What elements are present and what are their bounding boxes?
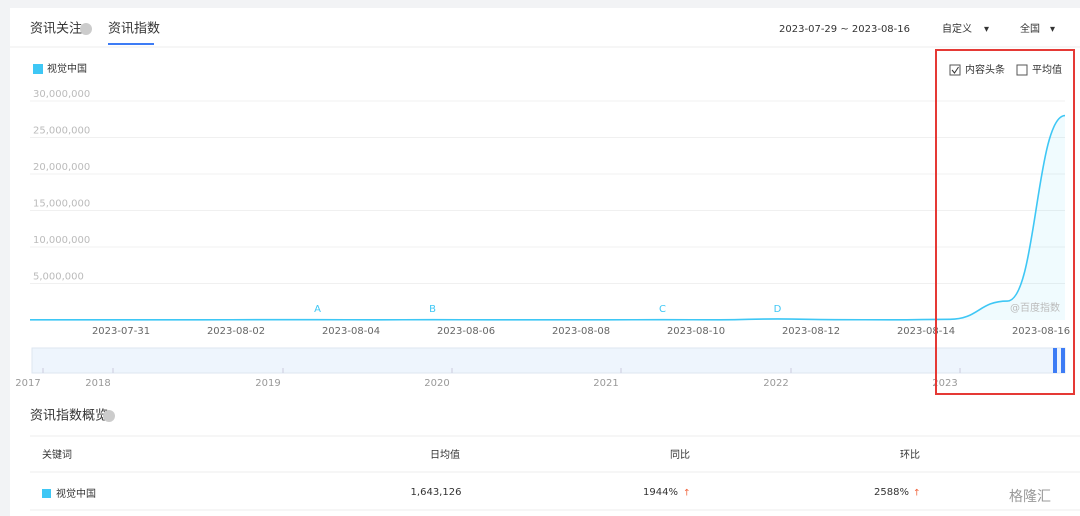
filter[interactable]: 自定义 <box>942 22 972 35</box>
tab-underline <box>108 43 154 45</box>
timeline: 2017 2018 2019 2020 2021 2022 2023 <box>15 368 961 389</box>
chart: 视觉中国 5,000,000 10,000,000 15,000,000 20,000,… <box>30 62 1070 337</box>
legend-swatch <box>33 64 43 74</box>
cell: 1,643,126 <box>411 487 462 498</box>
x-tick-label: 2023-08-10 <box>667 326 725 337</box>
date-range[interactable]: 2023-07-29 ~ 2023-08-16 <box>779 24 910 35</box>
cell: 1944% <box>643 487 678 498</box>
watermark: 格隆汇 <box>1009 489 1051 505</box>
chart-watermark: @百度指数 <box>1010 301 1060 314</box>
highlight-box <box>935 49 1075 395</box>
timeline-label: 2023 <box>932 378 957 389</box>
up-arrow: ↑ <box>683 489 691 499</box>
dropdown-arrow: ▾ <box>1050 24 1055 35</box>
checkbox[interactable] <box>949 64 961 76</box>
timeline-track[interactable] <box>31 347 1066 374</box>
x-tick-label: 2023-07-31 <box>92 326 150 337</box>
x-tick-label: 2023-08-06 <box>437 326 495 337</box>
filter[interactable]: 全国 <box>1020 22 1040 35</box>
column-header: 关键词 <box>42 448 72 461</box>
x-tick-label: 2023-08-12 <box>782 326 840 337</box>
x-tick-label: 2023-08-08 <box>552 326 610 337</box>
checkbox[interactable] <box>1016 64 1028 76</box>
x-tick-label: 2023-08-16 <box>1012 326 1070 337</box>
help-icon <box>80 23 92 35</box>
column-header: 环比 <box>900 449 920 461</box>
timeline-handle[interactable] <box>1061 348 1065 373</box>
tab-active[interactable]: 资讯指数 <box>108 22 160 37</box>
help-icon <box>103 410 115 422</box>
annotation: A <box>314 304 321 315</box>
section-title: 资讯指数概览 <box>30 408 108 424</box>
column-header: 同比 <box>670 449 690 461</box>
y-tick-label: 25,000,000 <box>33 126 90 137</box>
x-tick-label: 2023-08-14 <box>897 326 955 337</box>
check-mark <box>951 66 959 74</box>
card <box>10 8 1080 516</box>
y-tick-label: 30,000,000 <box>33 89 90 100</box>
timeline-handle[interactable] <box>1053 348 1057 373</box>
option-label[interactable]: 内容头条 <box>965 63 1005 76</box>
y-tick-label: 20,000,000 <box>33 162 90 173</box>
dropdown-arrow: ▾ <box>984 24 989 35</box>
timeline-label: 2019 <box>255 378 280 389</box>
y-tick-label: 5,000,000 <box>33 272 84 283</box>
x-tick-label: 2023-08-02 <box>207 326 265 337</box>
annotation: D <box>774 304 782 315</box>
timeline-label: 2017 <box>15 378 40 389</box>
cell: 2588% <box>874 487 909 498</box>
timeline-label: 2020 <box>424 378 449 389</box>
annotation: B <box>429 304 436 315</box>
y-tick-label: 10,000,000 <box>33 235 90 246</box>
y-tick-label: 15,000,000 <box>33 199 90 210</box>
legend-swatch <box>42 489 51 498</box>
legend-label: 视觉中国 <box>47 62 87 75</box>
column-header: 日均值 <box>430 448 460 461</box>
cell: 视觉中国 <box>56 487 96 500</box>
timeline-label: 2022 <box>763 378 788 389</box>
x-tick-label: 2023-08-04 <box>322 326 380 337</box>
timeline-label: 2021 <box>593 378 618 389</box>
up-arrow: ↑ <box>913 489 921 499</box>
option-label[interactable]: 平均值 <box>1032 63 1062 76</box>
timeline-label: 2018 <box>85 378 110 389</box>
tab[interactable]: 资讯关注 <box>30 22 82 37</box>
annotation: C <box>659 304 666 315</box>
